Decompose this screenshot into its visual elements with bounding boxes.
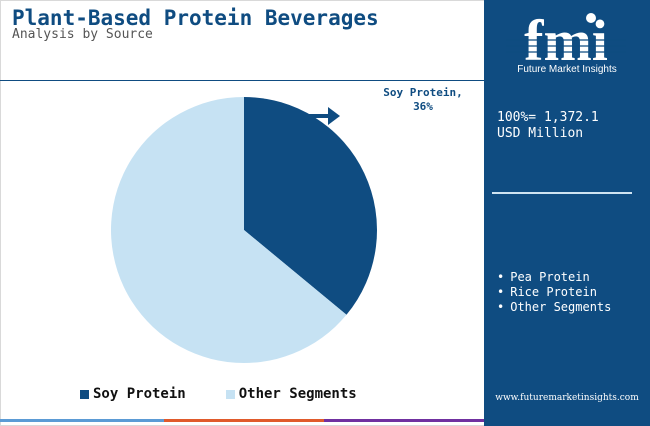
legend-item-soy-protein: Soy Protein — [80, 386, 186, 402]
callout-line1: Soy Protein, — [383, 86, 463, 99]
chart-title: Plant-Based Protein Beverages — [12, 6, 379, 30]
title-divider — [0, 80, 484, 81]
legend-label: Soy Protein — [93, 386, 186, 402]
legend-label: Other Segments — [238, 386, 357, 402]
market-total-unit: USD Million — [497, 126, 584, 141]
footer-website-link[interactable]: www.futuremarketinsights.com — [495, 393, 639, 403]
bottom-bar — [164, 419, 324, 422]
segment-item: Other Segments — [497, 300, 611, 315]
chart-legend: Soy Protein Other Segments — [80, 386, 397, 402]
pie-slice-soy-protein — [244, 97, 378, 315]
legend-item-other-segments: Other Segments — [225, 386, 357, 402]
pie-chart — [111, 97, 378, 363]
pie-slices — [111, 97, 378, 363]
bottom-color-bars — [0, 419, 484, 422]
legend-swatch — [80, 389, 89, 399]
info-panel — [484, 0, 650, 426]
bottom-bar — [324, 419, 484, 422]
chart-subtitle: Analysis by Source — [12, 27, 153, 42]
callout-line2: 36% — [413, 100, 433, 113]
pie-slice-other-segments — [111, 97, 347, 363]
panel-divider — [492, 192, 632, 194]
callout-arrow — [305, 107, 340, 125]
other-segments-list: Pea Protein Rice Protein Other Segments — [497, 270, 611, 315]
logo-text: Future Market Insights — [517, 64, 617, 75]
segment-item: Rice Protein — [497, 285, 611, 300]
fmi-logo-icon: fmi — [506, 10, 626, 73]
pie-data-label: Soy Protein, 36% — [370, 86, 476, 114]
bottom-bar — [0, 419, 164, 422]
market-total-value: 100%= 1,372.1 — [497, 110, 599, 125]
segment-item: Pea Protein — [497, 270, 611, 285]
legend-swatch — [225, 389, 235, 399]
